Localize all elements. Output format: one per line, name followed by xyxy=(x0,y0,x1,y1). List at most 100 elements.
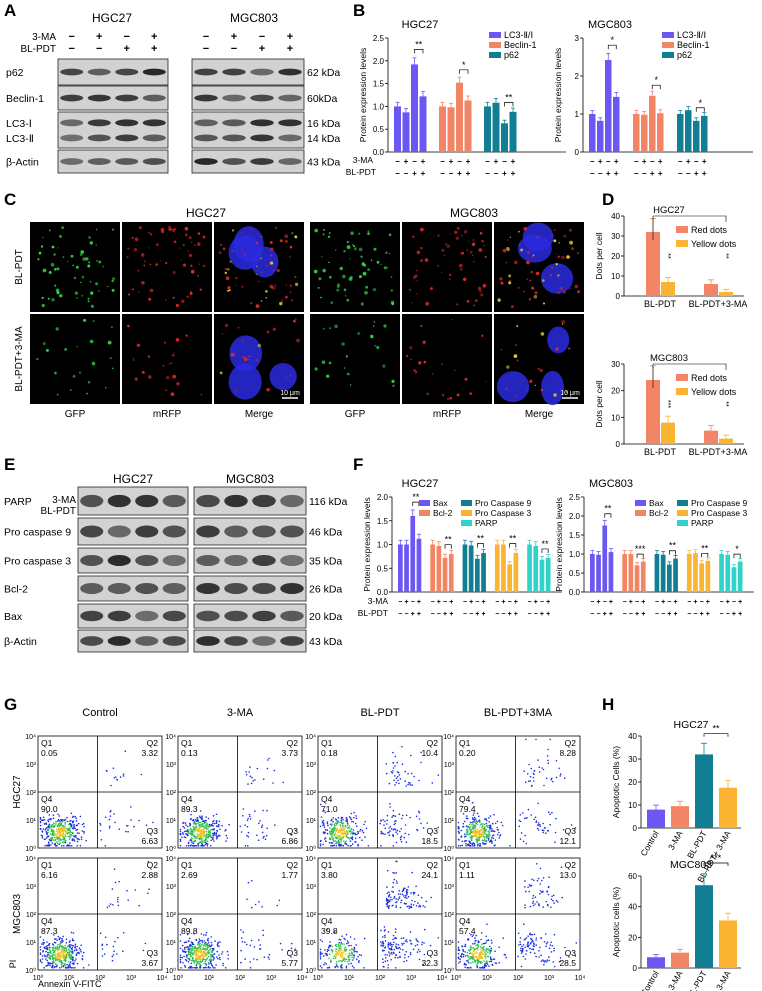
fluorescent-dot xyxy=(343,367,346,369)
event-dot xyxy=(55,830,58,833)
fluorescent-dot xyxy=(508,274,512,278)
protein-band xyxy=(80,555,104,566)
event-dot xyxy=(336,820,338,823)
event-dot xyxy=(345,817,348,819)
event-dot xyxy=(348,963,350,965)
fluorescent-dot xyxy=(415,293,418,295)
event-dot xyxy=(380,845,382,847)
fluorescent-dot xyxy=(441,272,443,274)
fluorescent-dot xyxy=(321,256,323,258)
event-dot xyxy=(218,954,220,956)
event-dot xyxy=(209,834,211,837)
event-dot xyxy=(404,832,407,835)
protein-band xyxy=(224,555,248,566)
protein-band xyxy=(135,610,159,622)
event-dot xyxy=(193,845,196,847)
protein-band xyxy=(222,158,246,165)
event-dot xyxy=(496,820,499,823)
event-dot xyxy=(58,840,60,842)
event-dot xyxy=(188,967,190,969)
significance-marker: *** xyxy=(635,544,646,554)
event-dot xyxy=(485,822,488,825)
fluorescent-dot xyxy=(85,257,89,261)
event-dot xyxy=(534,816,537,819)
significance-marker: ** xyxy=(445,535,453,545)
fluorescent-dot xyxy=(449,274,452,276)
significance-marker: ** xyxy=(415,39,423,49)
event-dot xyxy=(478,838,480,841)
event-dot xyxy=(518,819,520,822)
event-dot xyxy=(476,965,479,967)
event-dot xyxy=(145,824,148,826)
quadrant-value: 6.63 xyxy=(141,836,158,846)
event-dot xyxy=(61,948,64,950)
protein-band xyxy=(162,555,186,566)
event-dot xyxy=(489,951,492,954)
fluorescent-dot xyxy=(296,338,300,343)
event-dot xyxy=(392,886,394,888)
event-dot xyxy=(485,828,488,831)
treatment-sign: + xyxy=(641,599,645,606)
event-dot xyxy=(410,754,412,757)
x-category-label: Control xyxy=(638,829,660,858)
event-dot xyxy=(322,819,325,822)
event-dot xyxy=(325,963,328,965)
event-dot xyxy=(529,780,531,782)
fluorescent-dot xyxy=(36,357,39,361)
fluorescent-dot xyxy=(289,374,292,377)
fluorescent-dot xyxy=(160,227,165,232)
fluorescent-dot xyxy=(295,318,297,320)
treatment-sign: + xyxy=(706,599,710,606)
event-dot xyxy=(249,818,252,820)
event-dot xyxy=(337,817,340,819)
protein-band xyxy=(250,119,274,127)
event-dot xyxy=(191,837,193,839)
bar xyxy=(657,113,664,152)
event-dot xyxy=(479,842,481,845)
y-axis-label: Protein expression levels xyxy=(554,497,564,592)
event-dot xyxy=(482,823,485,825)
event-dot xyxy=(185,830,187,832)
event-dot xyxy=(208,951,211,954)
y-tick-label: 10³ xyxy=(166,762,177,769)
y-tick-label: 10³ xyxy=(444,884,455,891)
event-dot xyxy=(354,833,357,836)
event-dot xyxy=(183,946,186,949)
event-dot xyxy=(56,964,58,966)
event-dot xyxy=(339,821,341,823)
event-dot xyxy=(196,829,199,831)
event-dot xyxy=(466,951,469,954)
event-dot xyxy=(339,844,342,846)
event-dot xyxy=(406,897,408,899)
event-dot xyxy=(544,960,547,962)
fluorescent-dot xyxy=(469,250,473,254)
event-dot xyxy=(52,825,54,828)
event-dot xyxy=(336,965,338,967)
fluorescent-dot xyxy=(140,253,145,257)
treatment-sign: − xyxy=(508,599,512,606)
event-dot xyxy=(526,817,528,819)
significance-bracket xyxy=(412,501,420,507)
event-dot xyxy=(399,893,402,895)
event-dot xyxy=(52,831,54,834)
event-dot xyxy=(458,839,460,841)
event-dot xyxy=(218,825,220,827)
event-dot xyxy=(415,938,418,940)
event-dot xyxy=(348,816,351,818)
event-dot xyxy=(542,877,545,879)
event-dot xyxy=(524,958,527,960)
fluorescent-dot xyxy=(569,287,572,289)
protein-band xyxy=(252,525,276,538)
event-dot xyxy=(339,836,342,839)
event-dot xyxy=(116,898,119,901)
fluorescent-dot xyxy=(529,279,532,282)
fluorescent-dot xyxy=(243,253,246,256)
event-dot xyxy=(339,965,342,967)
event-dot xyxy=(194,830,197,832)
fluorescent-dot xyxy=(451,319,454,321)
event-dot xyxy=(411,871,414,874)
event-dot xyxy=(486,834,488,837)
fluorescent-dot xyxy=(272,327,276,331)
event-dot xyxy=(190,840,193,842)
protein-band xyxy=(278,94,302,102)
